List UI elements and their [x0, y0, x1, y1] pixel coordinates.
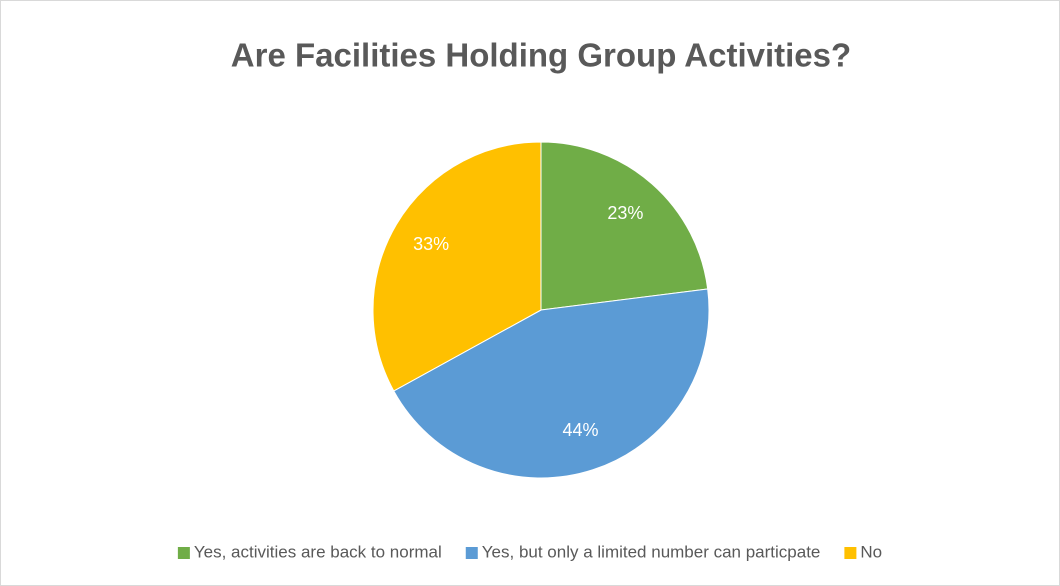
legend-swatch	[844, 547, 857, 559]
pie-slice	[540, 141, 709, 311]
legend-label: No	[860, 542, 882, 561]
value-label: 33%	[413, 234, 449, 254]
value-label: 23%	[607, 203, 643, 223]
legend-label: Yes, but only a limited number can parti…	[482, 542, 821, 561]
legend-swatch	[465, 547, 478, 559]
legend-label: Yes, activities are back to normal	[194, 542, 442, 561]
chart-title: Are Facilities Holding Group Activities?	[231, 37, 851, 74]
pie-slice	[393, 288, 710, 479]
value-label: 44%	[562, 420, 598, 440]
legend-swatch	[177, 547, 190, 559]
pie-slice	[372, 141, 542, 392]
